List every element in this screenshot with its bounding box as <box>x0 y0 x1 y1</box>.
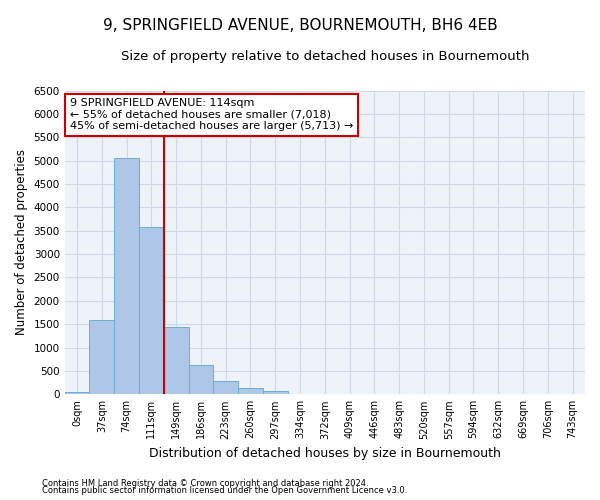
Bar <box>214 381 238 394</box>
Bar <box>65 392 89 394</box>
Bar <box>139 228 164 394</box>
Text: Contains public sector information licensed under the Open Government Licence v3: Contains public sector information licen… <box>42 486 407 495</box>
Text: 9 SPRINGFIELD AVENUE: 114sqm
← 55% of detached houses are smaller (7,018)
45% of: 9 SPRINGFIELD AVENUE: 114sqm ← 55% of de… <box>70 98 353 132</box>
Y-axis label: Number of detached properties: Number of detached properties <box>15 150 28 336</box>
Bar <box>238 388 263 394</box>
Bar <box>164 328 188 394</box>
Bar <box>89 320 114 394</box>
Text: 9, SPRINGFIELD AVENUE, BOURNEMOUTH, BH6 4EB: 9, SPRINGFIELD AVENUE, BOURNEMOUTH, BH6 … <box>103 18 497 32</box>
Text: Contains HM Land Registry data © Crown copyright and database right 2024.: Contains HM Land Registry data © Crown c… <box>42 478 368 488</box>
Title: Size of property relative to detached houses in Bournemouth: Size of property relative to detached ho… <box>121 50 529 63</box>
Bar <box>263 390 287 394</box>
Bar <box>188 366 214 394</box>
Bar <box>114 158 139 394</box>
X-axis label: Distribution of detached houses by size in Bournemouth: Distribution of detached houses by size … <box>149 447 501 460</box>
